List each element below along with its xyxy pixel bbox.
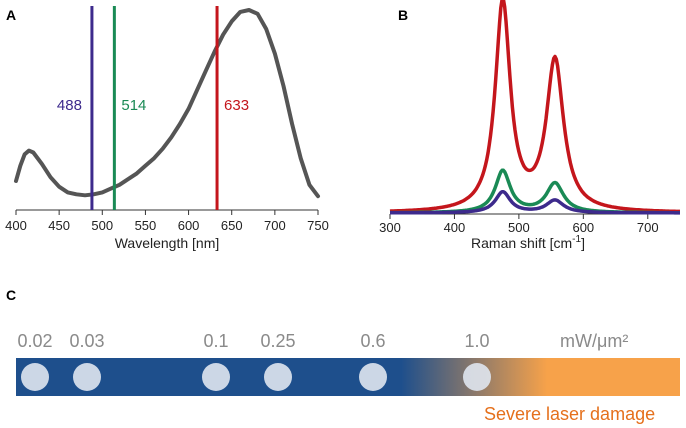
- raman-spectrum-514: [389, 168, 681, 215]
- panel-c-powers: 0.02 0.03 0.1 0.25 0.6 1.0: [17, 331, 491, 391]
- panel-b-tick-label: 400: [444, 220, 466, 235]
- power-value-label: 0.1: [203, 331, 228, 351]
- laser-spot: [202, 363, 230, 391]
- power-value-label: 0.6: [360, 331, 385, 351]
- panel-a-tick-label: 750: [307, 218, 329, 233]
- laser-spot: [73, 363, 101, 391]
- laser-spot: [359, 363, 387, 391]
- panel-a-tick-label: 700: [264, 218, 286, 233]
- panel-a-tick-label: 600: [178, 218, 200, 233]
- panel-a-series: [14, 8, 320, 199]
- panel-b-chart: 300 400 500 600 700 Raman shift [cm-1]: [379, 0, 681, 251]
- panel-label-b: B: [398, 7, 408, 23]
- panel-a-tick-label: 450: [48, 218, 70, 233]
- panel-a-tick-label: 650: [221, 218, 243, 233]
- panel-a-x-axis-title: Wavelength [nm]: [115, 235, 220, 251]
- power-value-label: 1.0: [464, 331, 489, 351]
- power-value-label: 0.03: [69, 331, 104, 351]
- panel-a-tick-label: 400: [5, 218, 27, 233]
- panel-label-c: C: [6, 287, 16, 303]
- laser-label-514: 514: [121, 97, 146, 114]
- panel-b-x-axis-title-sup: -1: [572, 234, 581, 245]
- panel-a-ticks: 400 450 500 550 600 650 700 750: [5, 210, 329, 233]
- panel-b-tick-label: 700: [637, 220, 659, 235]
- laser-label-488: 488: [57, 97, 82, 114]
- laser-label-633: 633: [224, 97, 249, 114]
- panel-a-chart: 400 450 500 550 600 650 700 750 488 514 633 Wavel…: [5, 6, 329, 251]
- power-value-label: 0.25: [260, 331, 295, 351]
- damage-annotation: Severe laser damage: [484, 404, 655, 424]
- panel-a-tick-label: 500: [91, 218, 113, 233]
- raman-spectrum-633: [389, 0, 681, 214]
- power-gradient-bar: [16, 358, 680, 396]
- panel-b-tick-label: 600: [572, 220, 594, 235]
- power-unit-label: mW/μm²: [560, 331, 628, 351]
- panel-c-scale: 0.02 0.03 0.1 0.25 0.6 1.0 mW/μm² Severe lase…: [16, 331, 680, 424]
- panel-b-ticks: 300 400 500 600 700: [379, 214, 659, 235]
- panel-b-series: [389, 0, 681, 215]
- panel-b-tick-label: 500: [508, 220, 530, 235]
- panel-label-a: A: [6, 7, 16, 23]
- laser-spot: [264, 363, 292, 391]
- raman-spectrum-488: [389, 189, 681, 215]
- panel-b-x-axis-title-end: ]: [581, 235, 585, 251]
- power-value-label: 0.02: [17, 331, 52, 351]
- panel-b-x-axis-title-main: Raman shift [cm: [471, 235, 572, 251]
- laser-spot: [21, 363, 49, 391]
- panel-b-x-axis-title: Raman shift [cm-1]: [471, 234, 585, 251]
- panel-a-tick-label: 550: [135, 218, 157, 233]
- panel-a-lasers: 488 514 633: [57, 6, 249, 210]
- absorption-curve: [14, 8, 320, 199]
- panel-b-tick-label: 300: [379, 220, 401, 235]
- laser-spot: [463, 363, 491, 391]
